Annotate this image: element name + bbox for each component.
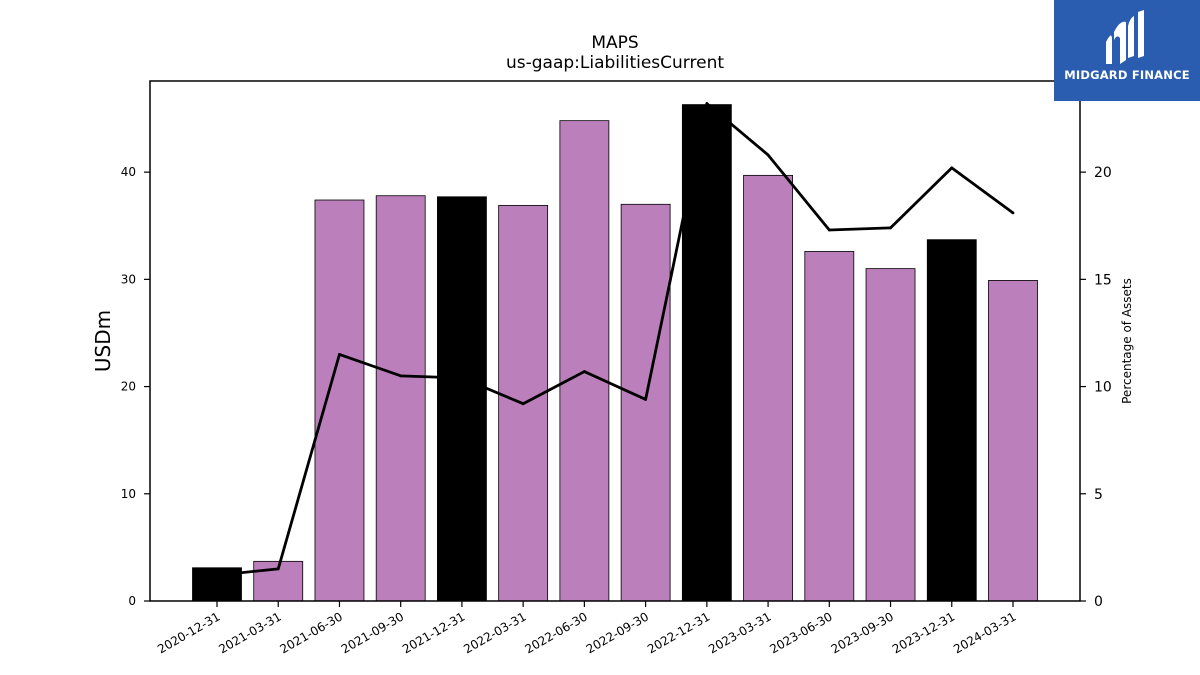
x-tick-label: 2020-12-31 xyxy=(155,609,222,656)
plot-frame xyxy=(149,80,1081,602)
x-tick-label: 2023-09-30 xyxy=(829,609,896,656)
y2-axis-ticks: 0 5 10 15 20 xyxy=(1080,165,1112,610)
x-tick-label: 2021-12-31 xyxy=(400,609,467,656)
x-tick-label: 2023-12-31 xyxy=(890,609,957,656)
bars-group xyxy=(192,104,1038,602)
bar-2024-03-31 xyxy=(988,280,1038,602)
x-tick-label: 2021-03-31 xyxy=(216,609,283,656)
x-tick-label: 2023-06-30 xyxy=(767,609,834,656)
y2-axis-label: Percentage of Assets xyxy=(1120,278,1134,404)
line-point-2023-06-30 xyxy=(827,228,831,232)
x-axis-ticks: 2020-12-312021-03-312021-06-302021-09-30… xyxy=(155,601,1019,656)
y-tick-label: 10 xyxy=(121,487,136,501)
percentage-line xyxy=(216,102,1014,577)
chart-subtitle: us-gaap:LiabilitiesCurrent xyxy=(506,53,724,73)
line-point-2021-06-30 xyxy=(338,353,341,356)
bar-2023-03-31 xyxy=(743,174,793,602)
x-tick-label: 2022-06-30 xyxy=(522,609,589,656)
y-tick-label: 20 xyxy=(121,380,136,394)
x-tick-label: 2024-03-31 xyxy=(951,609,1018,656)
line-point-2023-03-31 xyxy=(766,153,770,157)
line-point-2022-12-31 xyxy=(705,102,709,105)
line-point-2021-12-31 xyxy=(460,376,464,380)
y2-tick-label: 0 xyxy=(1094,594,1103,610)
x-tick-label: 2021-09-30 xyxy=(339,609,406,656)
line-point-2022-09-30 xyxy=(644,398,648,401)
line-point-2020-12-31 xyxy=(215,573,219,577)
bar-2023-09-30 xyxy=(865,268,916,602)
line-point-2023-09-30 xyxy=(889,226,892,230)
bar-2023-06-30 xyxy=(804,251,855,602)
y-axis-label: USDm xyxy=(91,310,115,372)
x-tick-label: 2022-09-30 xyxy=(584,609,651,656)
y2-tick-label: 20 xyxy=(1094,165,1112,181)
y2-tick-label: 10 xyxy=(1094,380,1112,396)
line-point-2022-06-30 xyxy=(582,370,586,373)
line-point-2023-12-31 xyxy=(950,166,954,170)
logo-text: MIDGARD FINANCE xyxy=(1064,68,1190,82)
y-tick-label: 30 xyxy=(121,272,136,286)
y2-tick-label: 5 xyxy=(1094,487,1103,503)
bar-2022-09-30 xyxy=(620,203,671,602)
bar-2021-06-30 xyxy=(314,199,365,602)
line-point-2021-03-31 xyxy=(276,567,280,571)
y-tick-label: 0 xyxy=(128,594,136,608)
x-tick-label: 2022-03-31 xyxy=(461,609,528,656)
bar-2022-06-30 xyxy=(559,120,610,602)
bar-2022-12-31 xyxy=(681,104,732,602)
x-tick-label: 2021-06-30 xyxy=(278,609,345,656)
y-tick-label: 40 xyxy=(121,165,136,179)
bar-2023-12-31 xyxy=(926,239,977,602)
line-point-2021-09-30 xyxy=(399,374,403,378)
x-tick-label: 2022-12-31 xyxy=(645,609,712,656)
bar-2021-09-30 xyxy=(375,195,426,602)
bar-2021-12-31 xyxy=(437,196,487,602)
chart-title: MAPS xyxy=(591,33,638,53)
y2-tick-label: 15 xyxy=(1094,272,1112,288)
midgard-logo-icon xyxy=(1106,10,1144,64)
line-point-2022-03-31 xyxy=(521,402,525,406)
line-point-2024-03-31 xyxy=(1011,211,1015,215)
line-group xyxy=(215,102,1015,577)
midgard-logo: MIDGARD FINANCE xyxy=(1054,0,1200,101)
y-axis-ticks: 0 10 20 30 40 xyxy=(121,165,150,608)
x-tick-label: 2023-03-31 xyxy=(706,609,773,656)
